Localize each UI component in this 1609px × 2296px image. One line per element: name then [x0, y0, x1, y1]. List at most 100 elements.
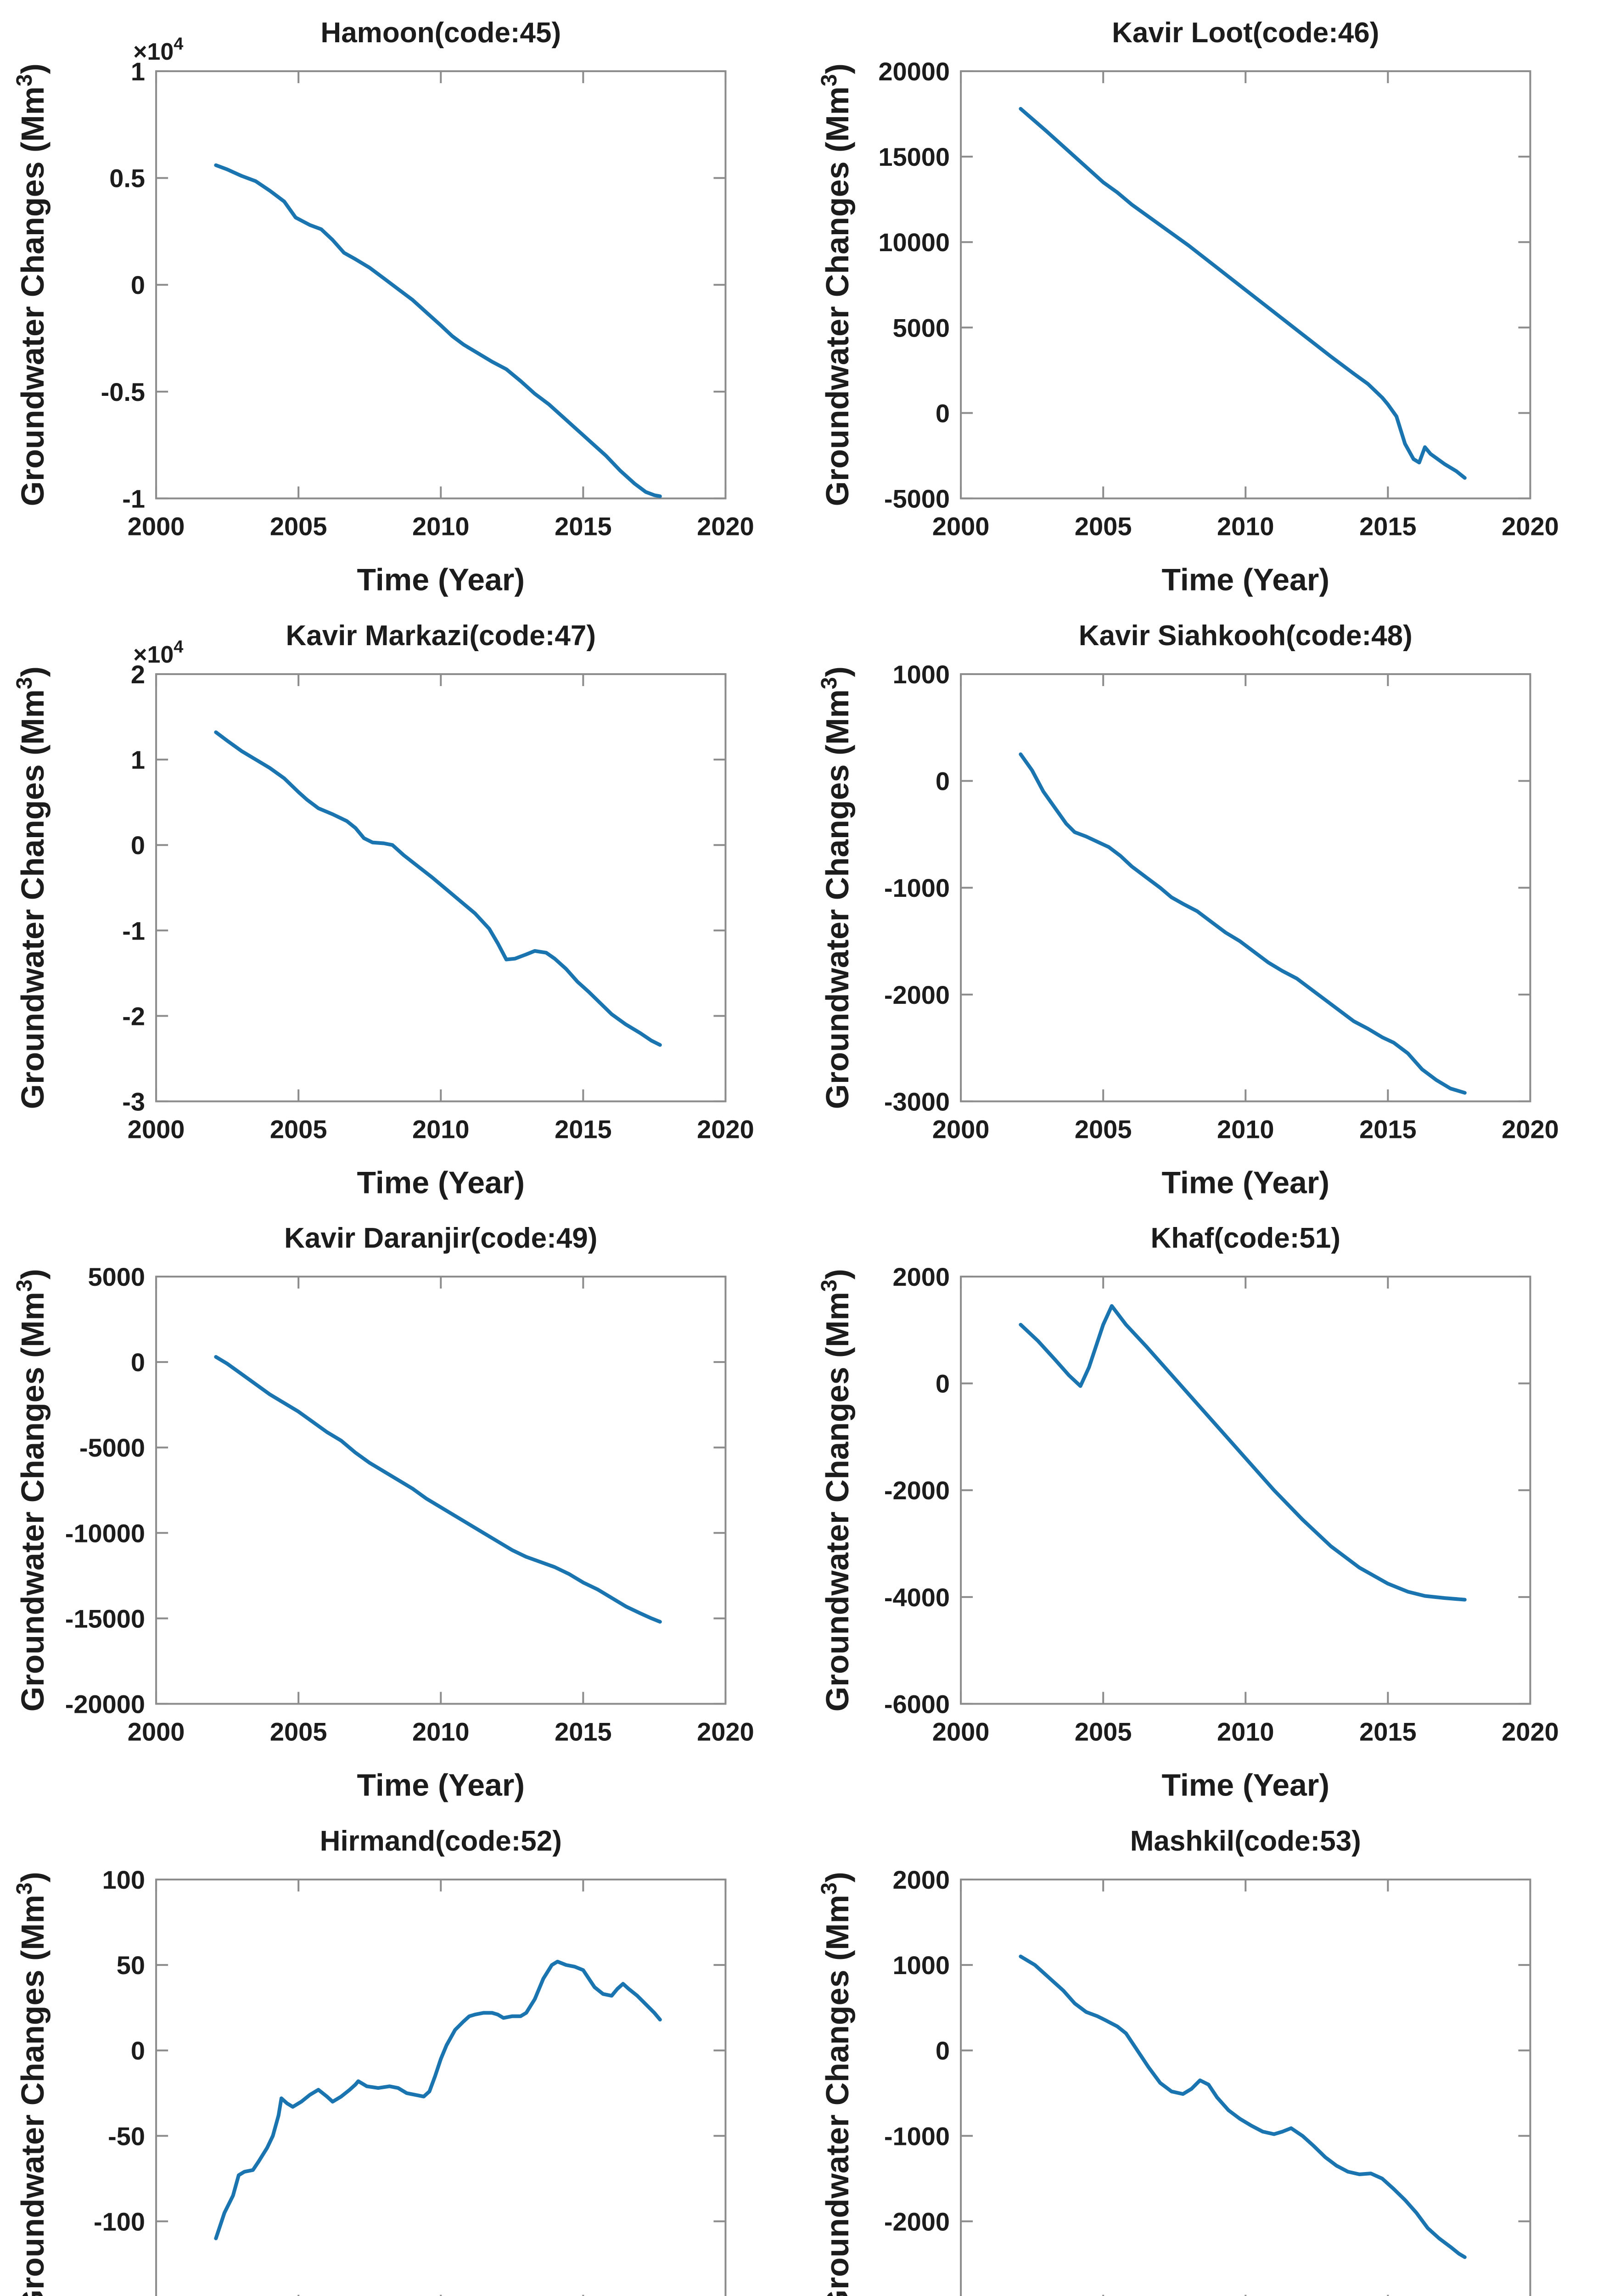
chart-title: Mashkil(code:53)	[1130, 1825, 1361, 1857]
y-exponent-label: ×104	[133, 637, 183, 668]
data-line-khaf-code-51	[1018, 1304, 1467, 1602]
chart-khaf-code-51: 2000 2005 2010 2015 2020 2000 0 -2000 -4000 -6000…	[817, 1222, 1559, 1802]
chart-cell-khaf-code-51: 2000 2005 2010 2015 2020 2000 0 -2000 -4000 -6000…	[805, 1205, 1609, 1808]
x-tick-label: 2020	[1502, 1717, 1559, 1746]
data-line-hamoon-code-45	[214, 163, 662, 498]
x-axis-label: Time (Year)	[357, 1767, 525, 1802]
x-tick-label: 2000	[128, 512, 185, 540]
y-tick-label: -5000	[884, 484, 949, 513]
plot-box	[959, 1878, 1531, 2296]
chart-cell-kavir-markazi-code-47: 2000 2005 2010 2015 2020 2 1 0 -1 -2 -3 ×104 Kavir M…	[0, 603, 805, 1206]
y-tick-label: 10000	[878, 228, 950, 257]
x-tick-label: 2000	[128, 1717, 185, 1746]
x-tick-label: 2015	[1359, 512, 1417, 540]
data-line-hirmand-code-52	[214, 1959, 662, 2240]
y-tick-label: -0.5	[101, 377, 145, 406]
y-tick-label: -150	[94, 2292, 145, 2296]
chart-cell-hirmand-code-52: 20002005201020152020100500-50-100-150Hir…	[0, 1808, 805, 2296]
y-tick-label: -3000	[884, 2292, 949, 2296]
x-tick-label: 2000	[932, 1717, 989, 1746]
x-tick-label: 2010	[412, 1717, 470, 1746]
x-tick-label: 2010	[1217, 512, 1274, 540]
y-axis-label: Groundwater Changes (Mm3)	[12, 666, 50, 1109]
plot-box	[155, 70, 727, 500]
plot-box	[959, 673, 1531, 1102]
chart-mashkil-code-53: 20002005201020152020200010000-1000-2000-…	[817, 1825, 1531, 2296]
x-tick-label: 2020	[1502, 512, 1559, 540]
x-axis-label: Time (Year)	[1161, 1165, 1329, 1200]
x-axis-label: Time (Year)	[1161, 1767, 1329, 1802]
chart-title: Kavir Markazi(code:47)	[286, 620, 596, 652]
chart-title: Kavir Loot(code:46)	[1112, 17, 1379, 49]
data-line-kavir-daranjir-code-49	[214, 1355, 662, 1624]
y-tick-label: -4000	[884, 1583, 949, 1612]
y-tick-label: -1	[122, 916, 145, 945]
y-tick-label: -50	[108, 2122, 145, 2150]
x-tick-label: 2015	[555, 1114, 612, 1143]
chart-title: Khaf(code:51)	[1150, 1222, 1340, 1254]
chart-cell-kavir-loot-code-46: 2000 2005 2010 2015 2020 20000 15000 10000 5000 0…	[805, 0, 1609, 603]
x-axis-label: Time (Year)	[357, 1165, 525, 1200]
y-tick-label: -1	[122, 484, 145, 513]
plot-box	[959, 70, 1531, 500]
plot-box	[155, 673, 727, 1102]
y-axis-label: Groundwater Changes (Mm3)	[817, 63, 855, 506]
x-tick-label: 2020	[1502, 1114, 1559, 1143]
x-tick-label: 2015	[1359, 1114, 1417, 1143]
chart-title: Hamoon(code:45)	[320, 17, 561, 49]
x-tick-label: 2015	[555, 512, 612, 540]
y-tick-label: 2000	[892, 1865, 950, 1894]
y-tick-label: -15000	[65, 1604, 145, 1633]
data-line-kavir-markazi-code-47	[214, 730, 662, 1047]
y-tick-label: 0	[131, 2036, 145, 2065]
y-tick-label: 15000	[878, 142, 950, 171]
y-tick-label: 1	[131, 745, 145, 774]
y-tick-label: 50	[117, 1951, 145, 1980]
y-tick-label: 1000	[892, 1951, 950, 1980]
y-axis-label: Groundwater Changes (Mm3)	[817, 1269, 855, 1711]
chart-kavir-loot-code-46: 2000 2005 2010 2015 2020 20000 15000 10000 5000 0…	[817, 17, 1559, 597]
y-tick-label: 20000	[878, 57, 950, 86]
y-tick-label: -100	[94, 2207, 145, 2236]
x-tick-label: 2010	[1217, 1114, 1274, 1143]
chart-cell-kavir-daranjir-code-49: 2000 2005 2010 2015 2020 5000 0 -5000 -10000 -150…	[0, 1205, 805, 1808]
y-tick-label: 0	[935, 1369, 949, 1398]
y-tick-label: 5000	[88, 1262, 146, 1291]
plot-box	[155, 1878, 727, 2296]
plot-box	[155, 1276, 727, 1705]
y-tick-label: -20000	[65, 1689, 145, 1718]
x-tick-label: 2000	[932, 1114, 989, 1143]
x-tick-label: 2000	[128, 1114, 185, 1143]
chart-title: Kavir Siahkooh(code:48)	[1078, 620, 1412, 652]
y-tick-label: -2000	[884, 980, 949, 1009]
x-tick-label: 2015	[555, 1717, 612, 1746]
y-tick-label: 1	[131, 57, 145, 86]
y-tick-label: -10000	[65, 1519, 145, 1548]
y-tick-label: -1000	[884, 873, 949, 902]
data-line-kavir-siahkooh-code-48	[1018, 752, 1467, 1095]
x-tick-label: 2005	[1074, 512, 1132, 540]
y-axis-label: Groundwater Changes (Mm3)	[12, 1872, 50, 2296]
chart-cell-hamoon-code-45: 2000 2005 2010 2015 2020 1 0.5 0 -0.5 -1 ×104 Hamoo…	[0, 0, 805, 603]
x-tick-label: 2010	[412, 1114, 470, 1143]
chart-hamoon-code-45: 2000 2005 2010 2015 2020 1 0.5 0 -0.5 -1 ×104 Hamoo…	[12, 17, 754, 597]
x-tick-label: 2015	[1359, 1717, 1417, 1746]
y-tick-label: -2	[122, 1002, 145, 1030]
y-tick-label: 0.5	[109, 164, 145, 193]
chart-kavir-siahkooh-code-48: 2000 2005 2010 2015 2020 1000 0 -1000 -2000 -3000…	[817, 620, 1559, 1200]
x-tick-label: 2020	[697, 1717, 754, 1746]
chart-title: Kavir Daranjir(code:49)	[284, 1222, 597, 1254]
x-axis-label: Time (Year)	[357, 562, 525, 597]
chart-cell-mashkil-code-53: 20002005201020152020200010000-1000-2000-…	[805, 1808, 1609, 2296]
y-tick-label: 0	[131, 831, 145, 860]
x-tick-label: 2020	[697, 1114, 754, 1143]
y-tick-label: -6000	[884, 1689, 949, 1718]
y-tick-label: 0	[935, 399, 949, 428]
chart-title: Hirmand(code:52)	[320, 1825, 562, 1857]
y-tick-label: 0	[935, 766, 949, 795]
x-tick-label: 2005	[270, 512, 327, 540]
data-line-mashkil-code-53	[1018, 1954, 1467, 2259]
x-axis-label: Time (Year)	[1161, 562, 1329, 597]
chart-cell-kavir-siahkooh-code-48: 2000 2005 2010 2015 2020 1000 0 -1000 -2000 -3000…	[805, 603, 1609, 1206]
y-exponent-label: ×104	[133, 34, 183, 65]
